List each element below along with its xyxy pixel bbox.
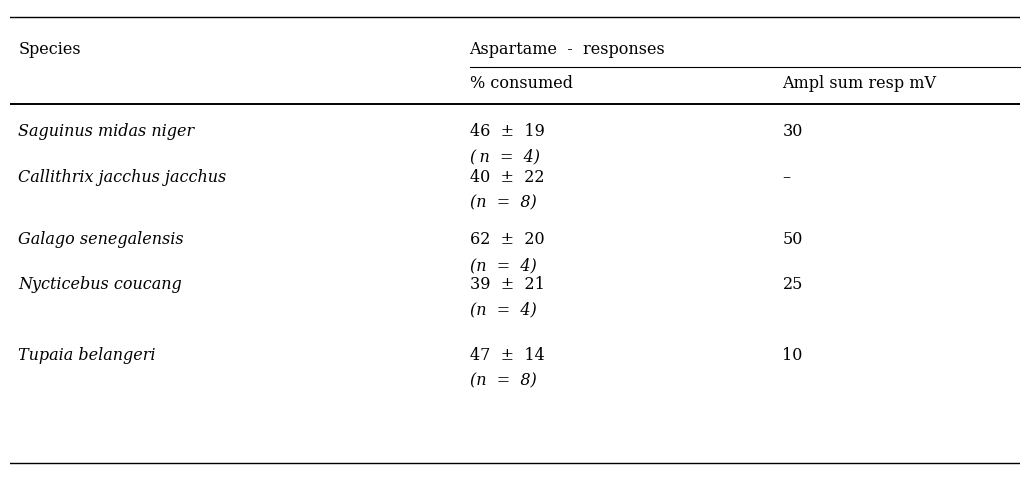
Text: 62  ±  20: 62 ± 20: [470, 231, 544, 249]
Text: (n  =  4): (n = 4): [470, 301, 537, 319]
Text: Tupaia belangeri: Tupaia belangeri: [19, 347, 156, 364]
Text: Aspartame  -  responses: Aspartame - responses: [470, 41, 665, 58]
Text: ( n  =  4): ( n = 4): [470, 149, 540, 166]
Text: Galago senegalensis: Galago senegalensis: [19, 231, 184, 249]
Text: 39  ±  21: 39 ± 21: [470, 276, 545, 293]
Text: 50: 50: [783, 231, 802, 249]
Text: 25: 25: [783, 276, 802, 293]
Text: 47  ±  14: 47 ± 14: [470, 347, 544, 364]
Text: (n  =  4): (n = 4): [470, 257, 537, 274]
Text: –: –: [783, 169, 791, 186]
Text: Saguinus midas niger: Saguinus midas niger: [19, 123, 195, 140]
Text: 40  ±  22: 40 ± 22: [470, 169, 544, 186]
Text: Ampl sum resp mV: Ampl sum resp mV: [783, 75, 936, 92]
Text: (n  =  8): (n = 8): [470, 195, 537, 212]
Text: 46  ±  19: 46 ± 19: [470, 123, 545, 140]
Text: % consumed: % consumed: [470, 75, 573, 92]
Text: Callithrix jacchus jacchus: Callithrix jacchus jacchus: [19, 169, 227, 186]
Text: Species: Species: [19, 41, 81, 58]
Text: 10: 10: [783, 347, 802, 364]
Text: 30: 30: [783, 123, 802, 140]
Text: Nycticebus coucang: Nycticebus coucang: [19, 276, 182, 293]
Text: (n  =  8): (n = 8): [470, 372, 537, 389]
